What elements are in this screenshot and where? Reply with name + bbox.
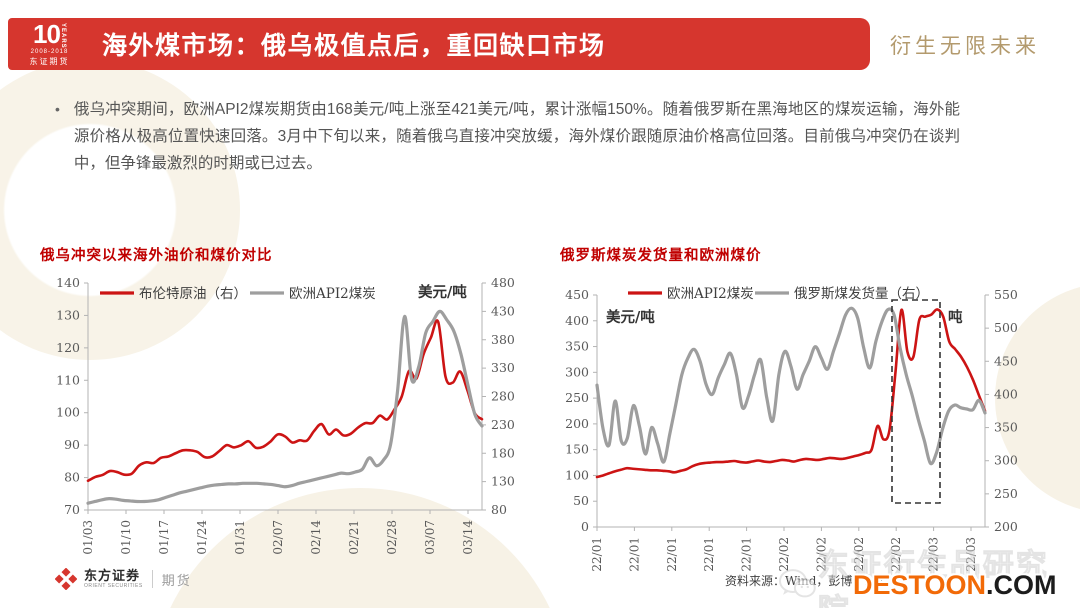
svg-text:550: 550 <box>994 287 1018 302</box>
summary-text: 俄乌冲突期间，欧洲API2煤炭期货由168美元/吨上涨至421美元/吨，累计涨幅… <box>73 101 960 172</box>
svg-text:02/14: 02/14 <box>309 520 323 555</box>
svg-text:01/10: 01/10 <box>119 520 133 555</box>
svg-text:230: 230 <box>491 417 515 432</box>
svg-text:22/03: 22/03 <box>927 537 941 572</box>
svg-text:430: 430 <box>491 303 515 318</box>
svg-text:02/28: 02/28 <box>385 520 399 555</box>
summary-bullet: • 俄乌冲突期间，欧洲API2煤炭期货由168美元/吨上涨至421美元/吨，累计… <box>55 96 960 177</box>
svg-text:70: 70 <box>64 502 80 517</box>
decor-circle-top-left <box>0 60 240 360</box>
svg-text:22/01: 22/01 <box>702 537 716 572</box>
svg-text:110: 110 <box>56 372 80 387</box>
svg-text:22/01: 22/01 <box>740 537 754 572</box>
svg-text:300: 300 <box>994 453 1018 468</box>
logo-dates: 2008-2018 <box>30 49 69 56</box>
svg-text:01/31: 01/31 <box>233 520 247 555</box>
svg-text:180: 180 <box>491 445 515 460</box>
svg-text:350: 350 <box>565 339 589 354</box>
orient-securities-brand: 东方证券 ORIENT SECURITIES 期货 <box>55 568 192 590</box>
svg-text:400: 400 <box>565 313 589 328</box>
chart-oil-vs-coal: 俄乌冲突以来海外油价和煤价对比 140 130 120 110 100 90 80 70 480… <box>40 244 530 584</box>
svg-text:100: 100 <box>565 467 589 482</box>
chart2-plot: 4504003503002502001501005005505004504003… <box>565 285 1018 572</box>
destoon-orange: DESTOON <box>853 570 987 600</box>
svg-text:140: 140 <box>56 275 80 290</box>
svg-text:美元/吨: 美元/吨 <box>606 308 655 326</box>
svg-text:350: 350 <box>994 420 1018 435</box>
svg-text:22/01: 22/01 <box>627 537 641 572</box>
svg-text:130: 130 <box>491 474 515 489</box>
slogan-text: 衍生无限未来 <box>890 34 1040 58</box>
destoon-black: .COM <box>986 570 1057 600</box>
svg-text:欧洲API2煤炭: 欧洲API2煤炭 <box>667 286 754 302</box>
svg-text:22/02: 22/02 <box>777 537 791 572</box>
chart1-title: 俄乌冲突以来海外油价和煤价对比 <box>40 247 273 264</box>
svg-text:02/07: 02/07 <box>271 520 285 555</box>
svg-text:50: 50 <box>573 493 589 508</box>
destoon-watermark: DESTOON.COM <box>853 570 1057 601</box>
logo-company: 东证期货 <box>29 57 70 67</box>
brand-division: 期货 <box>161 572 192 588</box>
svg-text:22/01: 22/01 <box>590 537 604 572</box>
svg-text:80: 80 <box>64 470 80 485</box>
chart-russia-shipments: 俄罗斯煤炭发货量和欧洲煤价 450 400 350 300 250 200 150 100 50… <box>560 244 1030 584</box>
brand-name-en: ORIENT SECURITIES <box>84 583 143 589</box>
svg-text:布伦特原油（右）: 布伦特原油（右） <box>139 286 247 302</box>
svg-text:欧洲API2煤炭: 欧洲API2煤炭 <box>289 286 376 302</box>
svg-text:22/01: 22/01 <box>665 537 679 572</box>
svg-text:01/03: 01/03 <box>81 520 95 555</box>
svg-text:0: 0 <box>581 519 589 534</box>
svg-text:吨: 吨 <box>948 308 963 326</box>
header-banner: 10 YEARS 2008-2018 东证期货 海外煤市场：俄乌极值点后，重回缺… <box>8 18 870 70</box>
svg-text:01/17: 01/17 <box>157 520 171 555</box>
svg-text:100: 100 <box>56 405 80 420</box>
svg-text:380: 380 <box>491 332 515 347</box>
svg-text:03/07: 03/07 <box>423 520 437 555</box>
svg-text:450: 450 <box>565 287 589 302</box>
svg-text:400: 400 <box>994 386 1018 401</box>
wechat-icon <box>778 569 816 598</box>
ten-years-logo: 10 YEARS 2008-2018 东证期货 <box>8 18 92 70</box>
brand-divider <box>151 570 153 588</box>
svg-text:280: 280 <box>491 389 515 404</box>
svg-text:450: 450 <box>994 353 1018 368</box>
svg-text:120: 120 <box>56 340 80 355</box>
svg-text:80: 80 <box>491 502 507 517</box>
svg-text:330: 330 <box>491 360 515 375</box>
svg-text:22/03: 22/03 <box>964 537 978 572</box>
page-title: 海外煤市场：俄乌极值点后，重回缺口市场 <box>102 32 606 60</box>
svg-text:500: 500 <box>994 320 1018 335</box>
watermark-text: 东证衍生品研究院 <box>817 548 1049 608</box>
svg-text:480: 480 <box>491 275 515 290</box>
logo-years: YEARS <box>59 22 66 49</box>
svg-text:22/02: 22/02 <box>814 537 828 572</box>
svg-text:150: 150 <box>565 442 589 457</box>
svg-text:美元/吨: 美元/吨 <box>418 283 467 301</box>
bullet-icon: • <box>55 101 60 117</box>
svg-text:01/24: 01/24 <box>195 520 209 555</box>
brand-name-cn: 东方证券 <box>84 568 141 583</box>
svg-text:130: 130 <box>56 307 80 322</box>
svg-text:03/14: 03/14 <box>461 520 475 555</box>
svg-text:250: 250 <box>565 390 589 405</box>
svg-text:90: 90 <box>64 437 80 452</box>
chart2-title: 俄罗斯煤炭发货量和欧洲煤价 <box>560 247 762 264</box>
chart1-plot: 140 130 120 110 100 90 80 70 480 430 380 330 280 230 1… <box>56 275 515 555</box>
svg-text:300: 300 <box>565 364 589 379</box>
logo-number: 10 <box>33 18 61 49</box>
svg-text:200: 200 <box>565 416 589 431</box>
wechat-watermark: 东证衍生品研究院 <box>778 540 1080 608</box>
svg-text:02/21: 02/21 <box>347 520 361 555</box>
svg-text:200: 200 <box>994 519 1018 534</box>
svg-text:22/02: 22/02 <box>889 537 903 572</box>
svg-text:22/02: 22/02 <box>852 537 866 572</box>
clover-icon <box>55 568 77 590</box>
svg-text:俄罗斯煤发货量（右）: 俄罗斯煤发货量（右） <box>794 285 929 302</box>
svg-text:250: 250 <box>994 486 1018 501</box>
